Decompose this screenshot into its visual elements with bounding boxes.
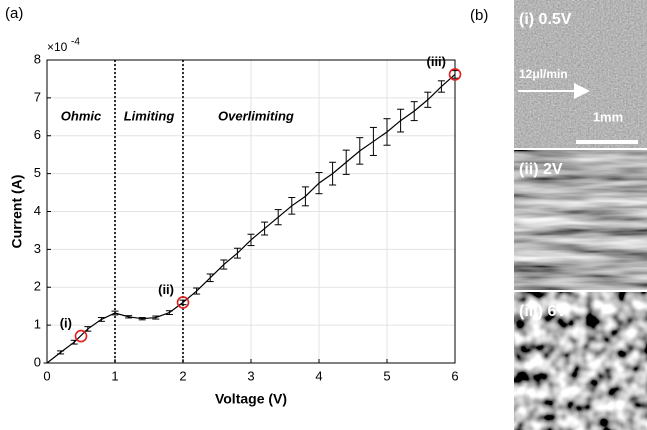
multiplier-exponent: -4 <box>71 37 80 48</box>
y-tick-label: 5 <box>34 165 41 180</box>
error-bar <box>342 149 350 175</box>
x-tick-label: 0 <box>43 368 50 383</box>
error-bar <box>451 70 459 79</box>
x-tick-label: 3 <box>247 368 254 383</box>
highlight-label: (iii) <box>427 54 447 69</box>
error-bar <box>356 137 364 165</box>
highlight-marker <box>448 68 462 81</box>
highlight-marker <box>176 296 190 309</box>
y-tick-label: 2 <box>34 279 41 294</box>
error-bar <box>233 247 241 259</box>
error-bar <box>97 317 105 322</box>
x-tick-label: 4 <box>315 368 322 383</box>
error-bar <box>383 118 391 146</box>
error-bar <box>138 317 146 321</box>
image-label: (ii) 2V <box>519 161 563 178</box>
scale-bar <box>576 140 638 144</box>
panel-label: (a) <box>5 5 23 22</box>
region-label: Overlimiting <box>218 108 294 123</box>
error-bar <box>437 80 445 93</box>
axes-frame <box>46 59 456 364</box>
error-bar <box>288 196 296 215</box>
highlight-label: (ii) <box>158 282 174 297</box>
error-bar <box>125 315 133 319</box>
y-tick-label: 8 <box>34 51 41 66</box>
multiplier-base: ×10 <box>47 40 68 54</box>
x-tick-label: 6 <box>451 368 458 383</box>
highlight-label: (i) <box>60 316 72 331</box>
region-label: Ohmic <box>61 108 102 123</box>
error-bar <box>57 350 65 355</box>
error-bar <box>247 233 255 247</box>
error-bar <box>111 310 119 316</box>
image-i <box>514 0 647 148</box>
scale-bar-label: 1mm <box>593 109 623 124</box>
error-bar <box>193 287 201 295</box>
y-tick-label: 0 <box>34 354 41 369</box>
error-bar <box>329 161 337 186</box>
error-bar <box>179 299 187 306</box>
x-tick-label: 2 <box>179 368 186 383</box>
y-tick-label: 6 <box>34 127 41 142</box>
y-tick-label: 1 <box>34 317 41 332</box>
error-bar <box>220 259 228 270</box>
highlight-marker <box>74 329 88 343</box>
error-bar <box>410 101 418 122</box>
error-bar <box>301 186 309 207</box>
panel-b: (b) (i) 0.5V (ii) 2V (iii) 6V 12μl/min 1mm <box>470 0 647 430</box>
error-bar <box>315 171 323 195</box>
plot-area: 0 1 2 3 4 5 6 7 8 0 1 2 3 4 5 6 (a) Voltage (V) Current (A… <box>5 5 462 407</box>
error-bar <box>424 91 432 108</box>
image-iii <box>514 292 647 430</box>
error-bar <box>274 209 282 226</box>
error-bar <box>397 108 405 133</box>
error-bar <box>84 326 92 332</box>
error-bar <box>261 221 269 236</box>
y-axis-label: Current (A) <box>9 175 25 249</box>
x-tick-label: 5 <box>383 368 390 383</box>
error-bar <box>165 310 173 316</box>
region-label: Limiting <box>124 108 175 123</box>
y-tick-label: 4 <box>34 203 41 218</box>
y-tick-label: 7 <box>34 89 41 104</box>
panel-label: (b) <box>470 7 488 24</box>
error-bar <box>369 126 377 156</box>
error-bar <box>206 273 214 283</box>
y-tick-label: 3 <box>34 241 41 256</box>
flow-rate: 12μl/min <box>519 67 568 81</box>
image-label: (i) 0.5V <box>519 11 572 28</box>
image-label: (iii) 6V <box>519 303 567 320</box>
error-bar <box>152 315 160 320</box>
x-axis-label: Voltage (V) <box>215 391 287 407</box>
image-ii <box>514 150 647 290</box>
x-tick-label: 1 <box>111 368 118 383</box>
